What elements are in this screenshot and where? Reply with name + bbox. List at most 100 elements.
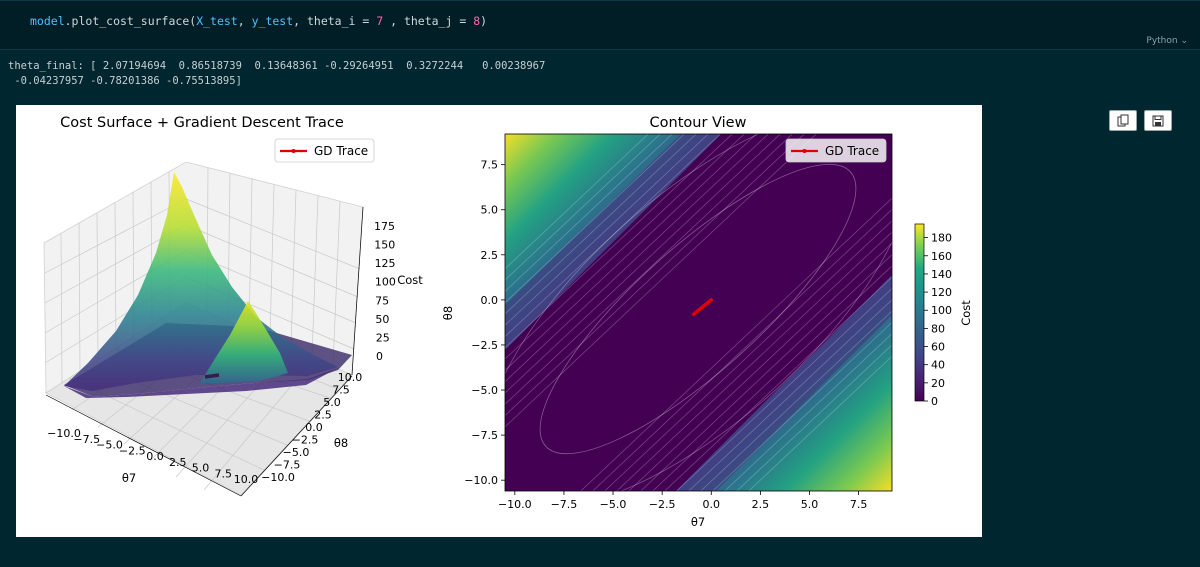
colorbar-tick-label: 40 <box>931 359 945 372</box>
contour-level-line <box>700 310 892 491</box>
contour-x-tick-label: −2.5 <box>649 498 676 511</box>
contour-level-line <box>640 254 892 491</box>
code-token-arg-y: y_test <box>251 14 294 28</box>
surface-x-tick-label: 2.5 <box>169 456 187 469</box>
surface-y-tick-label: 5.0 <box>323 396 341 409</box>
colorbar-tick-label: 160 <box>931 250 952 263</box>
surface-front-lip <box>64 368 338 398</box>
contour-frame <box>504 133 893 492</box>
surface-y-tick-label: 7.5 <box>332 384 350 397</box>
contour-level-line <box>505 134 781 394</box>
contour-x-tick-label: 0.0 <box>703 498 721 511</box>
contour-y-ticks: −10.0 −7.5 −5.0 −2.5 0.0 2.5 5.0 7.5 <box>464 159 505 487</box>
contour-x-tick-label: 2.5 <box>752 498 770 511</box>
contour-plot: Contour View −10.0 −7.5 −5.0 −2.5 0.0 2.5 5.0 7… <box>441 115 973 529</box>
surface-x-tick-label: 0.0 <box>146 450 164 463</box>
colorbar-tick-label: 140 <box>931 268 952 281</box>
contour-x-tick-label: −5.0 <box>600 498 627 511</box>
contour-y-tick-label: 0.0 <box>481 294 499 307</box>
surface-legend-label: GD Trace <box>314 144 368 158</box>
contour-level-line <box>724 333 892 491</box>
surface-z-tick-label: 175 <box>374 220 395 233</box>
contour-band-upper <box>505 134 721 350</box>
colorbar-tick-label: 20 <box>931 377 945 390</box>
contour-level-line <box>505 134 793 405</box>
colorbar-tick-label: 100 <box>931 304 952 317</box>
colorbar-tick-label: 60 <box>931 341 945 354</box>
surface-z-tick-label: 125 <box>375 257 396 270</box>
contour-level-line <box>580 197 892 491</box>
contour-y-tick-label: −10.0 <box>464 474 498 487</box>
surface-x-tick-label: 7.5 <box>215 467 233 480</box>
surface-x-tick-label: 10.0 <box>234 473 259 486</box>
copy-output-button[interactable] <box>1109 110 1137 131</box>
output-line: theta_final: [ 2.07194694 0.86518739 0.1… <box>8 60 546 72</box>
code-token-sep: , theta_j = <box>383 14 474 28</box>
surface-z-ticks: 0 25 50 75 100 125 150 175 <box>374 220 396 363</box>
language-selector[interactable]: Python ⌄ <box>1146 36 1188 46</box>
save-output-button[interactable] <box>1144 110 1172 131</box>
contour-level-line <box>664 276 892 491</box>
contour-level-line <box>748 355 892 491</box>
contour-band-lower <box>676 275 892 491</box>
surface-z-label: Cost <box>397 273 423 287</box>
plot-output: Cost Surface + Gradient Descent Trace <box>16 105 982 537</box>
gd-trace-3d <box>204 373 220 379</box>
surface-legend-marker <box>291 149 296 153</box>
contour-y-tick-label: 2.5 <box>481 249 499 262</box>
surface-z-tick-label: 0 <box>376 350 383 363</box>
code-token-method: .plot_cost_surface( <box>64 14 197 28</box>
code-cell[interactable]: model.plot_cost_surface(X_test, y_test , … <box>0 0 1200 50</box>
copy-icon <box>1117 114 1129 127</box>
contour-x-tick-label: −7.5 <box>551 498 578 511</box>
surface-x-tick-label: −7.5 <box>73 433 100 446</box>
surface-y-tick-label: −2.5 <box>292 434 319 447</box>
contour-legend-label: GD Trace <box>825 144 879 158</box>
contour-level-line <box>712 321 892 491</box>
contour-level-line <box>505 134 685 304</box>
contour-level-line <box>616 231 892 491</box>
surface-z-tick-label: 75 <box>375 294 389 307</box>
code-token-sep: , <box>237 14 252 28</box>
colorbar-tick-label: 120 <box>931 286 952 299</box>
contour-y-tick-label: −2.5 <box>471 339 498 352</box>
surface-x-ticks: −10.0−7.5−5.0−2.5 0.0 2.5 5.0 7.5 10.0 <box>47 427 258 486</box>
contour-lines <box>505 134 892 491</box>
surface-z-tick-label: 150 <box>374 239 395 252</box>
contour-inner-ellipse <box>539 163 857 455</box>
contour-level-line <box>505 134 757 371</box>
surface-z-tick-label: 25 <box>376 331 390 344</box>
code-token-number: 7 <box>376 14 384 28</box>
code-token-arg-x: X_test <box>196 14 238 28</box>
colorbar-tick-label: 80 <box>931 322 945 335</box>
surface-y-tick-label: −5.0 <box>283 446 310 459</box>
output-line: -0.04237957 -0.78201386 -0.75513895] <box>8 75 242 87</box>
code-token-number: 8 <box>473 14 481 28</box>
cell-output-text: theta_final: [ 2.07194694 0.86518739 0.1… <box>8 59 545 89</box>
surface-z-tick-label: 50 <box>375 313 389 326</box>
surface-x-label: θ7 <box>122 471 136 485</box>
contour-y-tick-label: 5.0 <box>481 204 499 217</box>
contour-y-label: θ8 <box>441 306 455 320</box>
contour-level-line <box>505 134 721 338</box>
code-token-object: model <box>30 14 65 28</box>
colorbar-ticks: 0 20 40 60 80 100 120 140 160 180 <box>924 232 952 408</box>
surface-z-axis <box>351 206 364 376</box>
contour-legend-marker <box>802 149 807 153</box>
surface-z-tick-label: 100 <box>375 276 396 289</box>
contour-y-tick-label: 7.5 <box>481 159 499 172</box>
code-token-close: ) <box>480 14 488 28</box>
surface-y-tick-label: −7.5 <box>274 459 301 472</box>
colorbar: 0 20 40 60 80 100 120 140 160 180 Cost <box>914 223 973 408</box>
colorbar-gradient <box>914 223 925 402</box>
contour-x-tick-label: 5.0 <box>801 498 819 511</box>
contour-y-tick-label: −5.0 <box>471 384 498 397</box>
contour-x-label: θ7 <box>691 515 705 529</box>
surface-y-ticks: −10.0−7.5−5.0−2.50.02.55.07.510.0 <box>261 371 362 484</box>
code-line[interactable]: model.plot_cost_surface(X_test, y_test , … <box>30 14 487 28</box>
surface-y-tick-label: 2.5 <box>314 409 332 422</box>
contour-level-line <box>505 134 769 383</box>
contour-legend-box <box>785 138 887 163</box>
figure-svg: Cost Surface + Gradient Descent Trace <box>43 115 973 529</box>
contour-level-line <box>652 265 892 491</box>
